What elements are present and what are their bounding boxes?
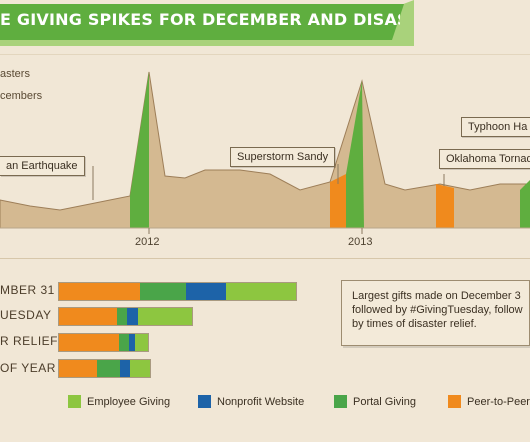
bar-segment-nonprofit-website [186, 283, 226, 300]
bar-segment-peer-to-peer [59, 360, 97, 377]
bar-segment-employee-giving [130, 360, 150, 377]
spike-december-2012 [130, 72, 149, 228]
bar-segment-employee-giving [135, 334, 148, 351]
bar-segment-peer-to-peer [59, 283, 140, 300]
nonprofit-website-swatch [198, 395, 211, 408]
bar-disaster-relief [58, 333, 149, 352]
bar-segment-employee-giving [138, 308, 192, 325]
bar-label-rest-of-year: OF YEAR [0, 361, 56, 375]
spike-typhoon [520, 180, 530, 228]
bar-segment-portal-giving [97, 360, 120, 377]
spike-december-2013 [346, 81, 364, 228]
bar-segment-nonprofit-website [129, 334, 135, 351]
bar-label-december-31: MBER 31 [0, 283, 55, 297]
giving-area-chart [0, 54, 530, 234]
bar-rest-of-year [58, 359, 151, 378]
note-line-2: followed by #GivingTuesday, follow [352, 304, 523, 316]
x-tick-label-2012: 2012 [135, 236, 160, 248]
legend-decembers: cembers [0, 90, 43, 102]
bar-segment-portal-giving [117, 308, 127, 325]
annotation-oklahoma-tornado: Oklahoma Tornad [439, 149, 530, 169]
annotation-earthquake: an Earthquake [0, 156, 85, 176]
spike-sandy [330, 174, 346, 228]
bar-label-disaster-relief: R RELIEF [0, 334, 59, 348]
section-divider [0, 258, 530, 259]
x-tick-label-2013: 2013 [348, 236, 373, 248]
bar-segment-nonprofit-website [120, 360, 130, 377]
bar-segment-employee-giving [226, 283, 296, 300]
insight-note: Largest gifts made on December 3 followe… [341, 280, 530, 346]
portal-giving-swatch [334, 395, 347, 408]
bar-december-31 [58, 282, 297, 301]
page-title: E GIVING SPIKES FOR DECEMBER AND DISASTE… [0, 10, 400, 29]
bar-label-giving-tuesday: UESDAY [0, 308, 52, 322]
employee-giving-swatch [68, 395, 81, 408]
bar-segment-peer-to-peer [59, 308, 117, 325]
note-line-3: by times of disaster relief. [352, 318, 477, 330]
legend-nonprofit-website-label: Nonprofit Website [217, 395, 305, 408]
bar-segment-portal-giving [140, 283, 186, 300]
legend-peer-to-peer-label: Peer-to-Peer [467, 395, 530, 408]
legend-disasters: asters [0, 68, 30, 80]
peer-to-peer-swatch [448, 395, 461, 408]
annotation-superstorm-sandy: Superstorm Sandy [230, 147, 336, 167]
spike-oklahoma [436, 184, 454, 228]
annotation-typhoon: Typhoon Ha [461, 117, 530, 137]
bar-giving-tuesday [58, 307, 193, 326]
legend-employee-giving-label: Employee Giving [87, 395, 171, 408]
note-line-1: Largest gifts made on December 3 [352, 290, 521, 302]
legend-peer-to-peer: Peer-to-Peer [448, 395, 530, 408]
legend-portal-giving-label: Portal Giving [353, 395, 416, 408]
legend-nonprofit-website: Nonprofit Website [198, 395, 304, 408]
top-legend: asters cembers [0, 66, 42, 110]
title-banner [0, 0, 414, 46]
bar-segment-peer-to-peer [59, 334, 119, 351]
banner-ribbon [0, 4, 404, 40]
legend-portal-giving: Portal Giving [334, 395, 416, 408]
legend-employee-giving: Employee Giving [68, 395, 170, 408]
bar-segment-nonprofit-website [127, 308, 138, 325]
bar-segment-portal-giving [119, 334, 129, 351]
